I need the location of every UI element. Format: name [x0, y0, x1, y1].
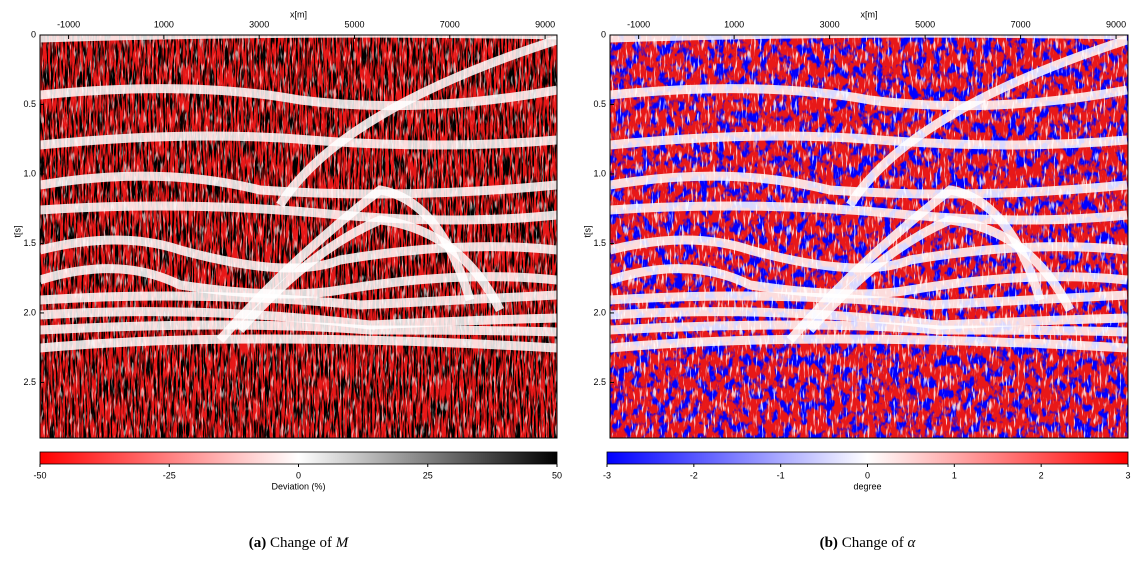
y-tick-label: 2.0 — [593, 307, 606, 317]
colorbar-tick-label: -1 — [777, 470, 785, 480]
x-tick-label: 1000 — [724, 19, 744, 29]
y-tick-label: 1.5 — [23, 238, 36, 248]
caption: (b) Change of α — [820, 535, 917, 551]
y-tick-label: 1.0 — [593, 168, 606, 178]
colorbar-tick-label: 0 — [296, 470, 301, 480]
y-tick-label: 2.0 — [23, 307, 36, 317]
y-tick-label: 0 — [601, 29, 606, 39]
colorbar-tick-label: 0 — [865, 470, 870, 480]
image-a — [40, 35, 557, 438]
caption-label: (b) — [820, 535, 838, 551]
y-tick-label: 1.5 — [593, 238, 606, 248]
y-axis-label: t[s] — [12, 225, 22, 237]
plot-frame — [609, 34, 1129, 439]
x-tick-label: 3000 — [249, 19, 269, 29]
x-axis-label: x[m] — [290, 9, 307, 19]
y-axis-label: t[s] — [582, 225, 592, 237]
caption: (a) Change of M — [249, 535, 350, 551]
y-tick-label: 0.5 — [593, 99, 606, 109]
colorbar-tick-label: -25 — [163, 470, 176, 480]
y-tick-label: 2.5 — [23, 377, 36, 387]
image-b — [610, 35, 1128, 438]
x-tick-label: -1000 — [57, 19, 80, 29]
x-tick-label: 9000 — [1106, 19, 1126, 29]
x-tick-label: 5000 — [344, 19, 364, 29]
x-tick-label: 7000 — [1011, 19, 1031, 29]
colorbar-tick-label: 2 — [1039, 470, 1044, 480]
caption-label: (a) — [249, 535, 267, 551]
colorbar-tick-label: 3 — [1125, 470, 1130, 480]
y-tick-label: 1.0 — [23, 168, 36, 178]
x-axis-label: x[m] — [861, 9, 878, 19]
caption-text: Change of — [842, 535, 904, 551]
caption-text: Change of — [270, 535, 332, 551]
caption-symbol: M — [335, 535, 350, 551]
colorbar — [39, 451, 558, 465]
colorbar-tick-label: -50 — [33, 470, 46, 480]
caption-symbol: α — [908, 535, 917, 551]
colorbar-label: degree — [853, 481, 881, 491]
colorbar-label: Deviation (%) — [271, 481, 325, 491]
y-tick-label: 0.5 — [23, 99, 36, 109]
x-tick-label: 1000 — [154, 19, 174, 29]
x-tick-label: 3000 — [820, 19, 840, 29]
colorbar-tick-label: 1 — [952, 470, 957, 480]
x-tick-label: -1000 — [627, 19, 650, 29]
x-tick-label: 7000 — [440, 19, 460, 29]
colorbar-tick-label: -3 — [603, 470, 611, 480]
x-tick-label: 9000 — [535, 19, 555, 29]
colorbar-tick-label: -2 — [690, 470, 698, 480]
colorbar — [606, 451, 1129, 465]
colorbar-tick-label: 50 — [552, 470, 562, 480]
plot-frame — [39, 34, 558, 439]
y-tick-label: 2.5 — [593, 377, 606, 387]
x-tick-label: 5000 — [915, 19, 935, 29]
y-tick-label: 0 — [31, 29, 36, 39]
colorbar-tick-label: 25 — [423, 470, 433, 480]
